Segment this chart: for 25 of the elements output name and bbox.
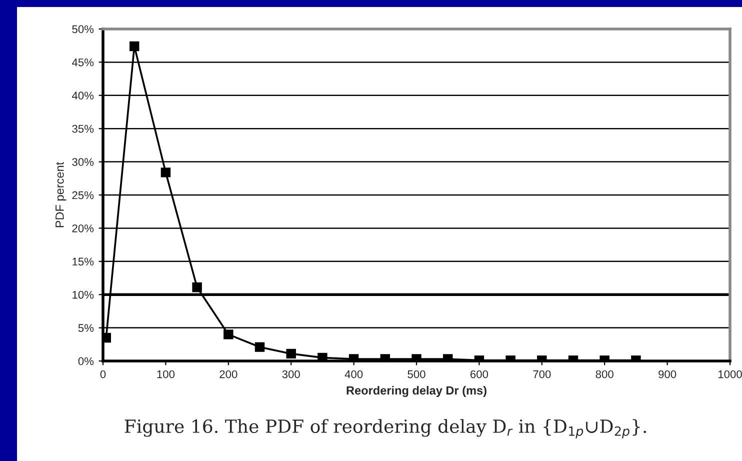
- y-tick-label: 20%: [72, 224, 94, 232]
- x-tick-label: 700: [533, 370, 551, 378]
- y-tick-label: 50%: [72, 25, 94, 34]
- y-tick-label: 10%: [72, 290, 94, 299]
- y-tick-label: 40%: [72, 92, 94, 100]
- x-tick-label: 100: [157, 370, 175, 378]
- x-axis-title: Reordering delay Dr (ms): [346, 386, 486, 397]
- x-tick-label: 0: [100, 370, 106, 378]
- x-tick-label: 500: [408, 370, 426, 378]
- x-tick-label: 800: [596, 370, 614, 378]
- y-tick-label: 15%: [72, 258, 94, 266]
- y-tick-label: 30%: [72, 158, 94, 166]
- x-tick-label: 1000: [718, 370, 742, 378]
- y-tick-label: 25%: [72, 191, 94, 200]
- x-tick-label: 300: [282, 370, 300, 378]
- y-tick-label: 35%: [72, 124, 94, 133]
- x-tick-label: 400: [344, 370, 363, 378]
- x-tick-label: 600: [470, 370, 488, 378]
- caption: Figure 16. The PDF of reordering delay D$_{r}$ in {D$_{1p}$∪D$_{2p}$}.: [124, 419, 646, 438]
- y-tick-label: 5%: [78, 324, 94, 332]
- x-tick-label: 900: [658, 370, 676, 378]
- x-tick-label: 200: [220, 370, 238, 378]
- y-tick-label: 45%: [72, 58, 94, 66]
- y-tick-label: 0%: [78, 357, 94, 366]
- y-axis-title: PDF percent: [56, 162, 66, 228]
